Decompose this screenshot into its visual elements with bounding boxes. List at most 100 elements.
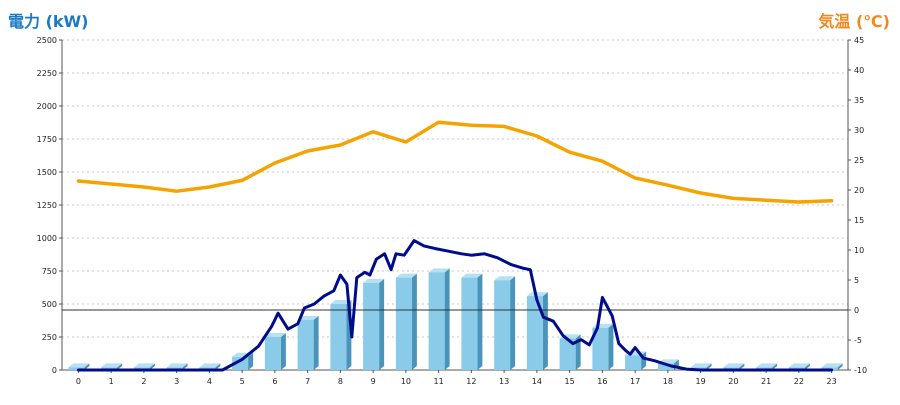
x-tick-label: 20	[728, 377, 738, 386]
x-tick-label: 6	[272, 377, 277, 386]
bar	[264, 337, 281, 370]
bar	[395, 277, 412, 370]
bar	[494, 280, 511, 370]
bar-side	[117, 363, 123, 370]
x-tick-label: 19	[696, 377, 706, 386]
bar-side	[542, 292, 548, 370]
bar	[592, 327, 609, 370]
bar	[461, 277, 478, 370]
bar-side	[477, 273, 483, 370]
right-tick-label: 40	[854, 66, 864, 75]
x-tick-label: 11	[434, 377, 444, 386]
x-tick-label: 7	[305, 377, 310, 386]
power-line	[76, 239, 834, 372]
bar	[363, 282, 380, 370]
right-tick-label: 0	[854, 306, 859, 315]
left-tick-label: 0	[52, 366, 57, 375]
bar-side	[215, 363, 221, 370]
bar-top	[526, 292, 548, 297]
left-tick-label: 1250	[37, 201, 57, 210]
x-tick-label: 18	[663, 377, 673, 386]
power-axis-title: 電力 (kW)	[8, 12, 89, 31]
bar-top	[363, 278, 385, 283]
right-tick-label: 30	[854, 126, 864, 135]
left-tick-label: 2250	[37, 69, 57, 78]
right-tick-label: 10	[854, 246, 864, 255]
right-tick-label: -10	[854, 366, 867, 375]
bar	[625, 355, 642, 370]
bar-side	[837, 363, 843, 370]
left-tick-label: 2500	[37, 36, 57, 45]
x-tick-label: 10	[401, 377, 411, 386]
bar-top	[330, 300, 352, 304]
x-tick-label: 15	[565, 377, 575, 386]
right-tick-label: 5	[854, 276, 859, 285]
x-tick-label: 17	[630, 377, 640, 386]
left-tick-label: 2000	[37, 102, 57, 111]
bar	[526, 296, 543, 370]
bar-top	[821, 363, 843, 368]
bar-side	[280, 333, 286, 370]
bar-side	[248, 352, 254, 370]
bar-side	[772, 363, 778, 370]
left-tick-label: 500	[42, 300, 57, 309]
right-tick-label: 45	[854, 36, 864, 45]
bar-side	[149, 363, 155, 370]
x-tick-label: 8	[338, 377, 343, 386]
x-tick-label: 16	[597, 377, 607, 386]
bar-top	[68, 363, 90, 368]
bar	[657, 363, 674, 370]
temperature-axis-title: 気温 (℃)	[818, 12, 890, 31]
bar-top	[166, 363, 188, 368]
bar-side	[379, 278, 385, 370]
right-tick-label: 25	[854, 156, 864, 165]
x-tick-label: 0	[76, 377, 81, 386]
bar-top	[461, 273, 483, 278]
bar	[559, 338, 576, 370]
bar-side	[739, 363, 745, 370]
x-tick-label: 22	[794, 377, 804, 386]
right-tick-label: 20	[854, 186, 864, 195]
bar-top	[264, 333, 286, 337]
right-tick-label: 15	[854, 216, 864, 225]
bar-top	[428, 268, 450, 273]
bar-top	[723, 363, 745, 368]
bar-top	[756, 363, 778, 368]
bar-top	[494, 276, 516, 281]
bar-side	[510, 276, 516, 370]
x-tick-label: 14	[532, 377, 542, 386]
bar-side	[84, 363, 90, 370]
bar	[428, 272, 445, 370]
x-tick-label: 5	[240, 377, 245, 386]
bar-side	[411, 273, 417, 370]
bar-side	[313, 315, 319, 370]
bar	[68, 367, 85, 370]
bar-top	[690, 363, 712, 368]
bar	[297, 319, 314, 370]
x-tick-label: 12	[466, 377, 476, 386]
x-tick-label: 4	[207, 377, 212, 386]
left-tick-label: 250	[42, 333, 57, 342]
x-tick-label: 23	[827, 377, 837, 386]
bar	[330, 304, 347, 370]
bar-top	[395, 273, 417, 278]
bar-top	[788, 363, 810, 368]
left-tick-label: 1750	[37, 135, 57, 144]
x-tick-label: 2	[141, 377, 146, 386]
bar	[232, 356, 249, 370]
bar-top	[101, 363, 123, 368]
x-tick-label: 1	[109, 377, 114, 386]
left-tick-label: 750	[42, 267, 57, 276]
right-tick-label: -5	[854, 336, 862, 345]
bar-side	[706, 363, 712, 370]
bar-side	[182, 363, 188, 370]
bar-top	[133, 363, 155, 368]
right-tick-label: 35	[854, 96, 864, 105]
bar-side	[804, 363, 810, 370]
x-tick-label: 3	[174, 377, 179, 386]
temperature-line	[76, 120, 834, 204]
left-tick-label: 1000	[37, 234, 57, 243]
left-tick-label: 1500	[37, 168, 57, 177]
